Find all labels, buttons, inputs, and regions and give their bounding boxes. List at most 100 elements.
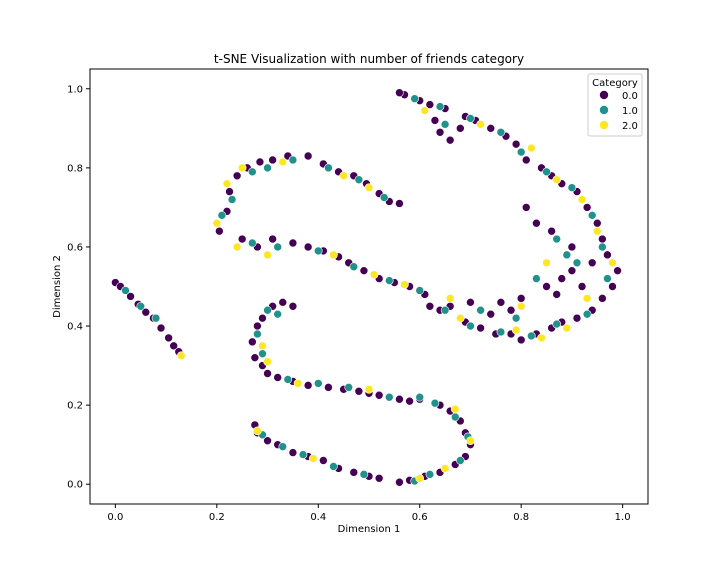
scatter-point — [136, 301, 146, 311]
scatter-point — [435, 102, 445, 111]
scatter-point — [268, 155, 277, 165]
scatter-point — [384, 392, 394, 402]
scatter-point — [255, 157, 265, 167]
scatter-point — [164, 333, 173, 343]
x-tick-label: 0.8 — [513, 512, 529, 523]
scatter-point — [263, 250, 272, 260]
scatter-point — [516, 294, 526, 303]
legend-entries: 0.0 1.0 2.0 — [599, 90, 638, 132]
y-tick-label: 0.2 — [67, 401, 83, 412]
scatter-point — [577, 195, 587, 204]
scatter-point — [283, 375, 293, 384]
scatter-point — [263, 357, 272, 366]
scatter-point — [511, 325, 521, 335]
scatter-point — [288, 301, 298, 311]
scatter-point — [516, 301, 526, 311]
legend-marker — [599, 90, 609, 100]
scatter-point — [410, 94, 419, 103]
scatter-point — [582, 203, 592, 212]
scatter-point — [506, 305, 516, 315]
scatter-point — [215, 226, 224, 236]
scatter-point — [303, 242, 313, 252]
scatter-point — [374, 390, 384, 400]
scatter-point — [425, 470, 435, 479]
y-tick-label: 0.0 — [67, 480, 83, 491]
plot-area — [89, 68, 649, 505]
scatter-point — [476, 305, 485, 315]
scatter-point — [567, 266, 577, 275]
scatter-point — [537, 333, 546, 343]
scatter-point — [324, 163, 333, 173]
x-tick-label: 0.0 — [107, 512, 123, 523]
scatter-point — [278, 298, 288, 307]
scatter-point — [521, 203, 531, 212]
y-tick-label: 0.4 — [67, 322, 83, 333]
scatter-point — [303, 151, 313, 161]
chart-title: t-SNE Visualization with number of frien… — [214, 52, 524, 66]
scatter-point — [273, 373, 282, 382]
scatter-point — [582, 294, 592, 303]
x-tick-label: 0.4 — [310, 512, 326, 523]
scatter-point — [516, 147, 526, 157]
scatter-point — [354, 175, 364, 185]
scatter-point — [420, 106, 430, 115]
scatter-point — [572, 313, 582, 323]
scatter-point — [278, 157, 288, 167]
scatter-point — [440, 120, 450, 129]
x-tick-label: 1.0 — [615, 512, 631, 523]
scatter-point — [354, 386, 364, 396]
scatter-point — [395, 88, 404, 98]
scatter-point — [598, 242, 607, 252]
scatter-point — [598, 234, 607, 244]
scatter-point — [557, 274, 567, 283]
scatter-point — [212, 218, 222, 228]
scatter-point — [263, 163, 272, 173]
scatter-point — [248, 167, 257, 177]
scatter-point — [542, 258, 551, 268]
scatter-point — [217, 211, 227, 220]
y-tick-label: 1.0 — [67, 84, 83, 95]
scatter-point — [567, 183, 577, 192]
scatter-point — [250, 353, 260, 362]
scatter-point — [552, 290, 561, 299]
scatter-point — [547, 226, 556, 236]
scatter-point — [486, 124, 496, 133]
scatter-point — [425, 301, 435, 311]
scatter-point — [263, 305, 272, 315]
y-tick-label: 0.8 — [67, 163, 83, 174]
scatter-point — [258, 313, 267, 323]
scatter-point — [288, 155, 298, 165]
scatter-point — [516, 335, 526, 345]
scatter-point — [263, 369, 272, 378]
legend-box — [587, 73, 643, 137]
scatter-point — [329, 462, 338, 471]
scatter-point — [232, 171, 242, 181]
scatter-point — [552, 234, 561, 244]
scatter-point — [552, 175, 561, 185]
scatter-point — [572, 258, 582, 268]
scatter-point — [521, 155, 531, 165]
x-tick-label: 0.2 — [209, 512, 225, 523]
scatter-point — [527, 331, 536, 341]
legend-label: 1.0 — [622, 106, 638, 117]
scatter-point — [440, 305, 450, 315]
scatter-point — [532, 274, 541, 283]
scatter-point — [466, 114, 475, 123]
scatter-point — [400, 280, 409, 289]
scatter-point — [339, 171, 348, 181]
y-tick-label: 0.6 — [67, 242, 83, 253]
scatter-point — [476, 323, 485, 333]
scatter-point — [273, 242, 282, 252]
scatter-point — [349, 262, 359, 272]
scatter-point — [598, 294, 607, 303]
scatter-point — [384, 276, 394, 285]
scatter-point — [562, 323, 572, 333]
y-axis-label: Dimension 2 — [52, 255, 63, 318]
legend-label: 0.0 — [622, 91, 638, 102]
scatter-point — [440, 464, 450, 473]
scatter-point — [329, 250, 338, 260]
points-layer — [111, 88, 622, 487]
legend-marker — [599, 120, 609, 130]
scatter-point — [456, 456, 465, 465]
